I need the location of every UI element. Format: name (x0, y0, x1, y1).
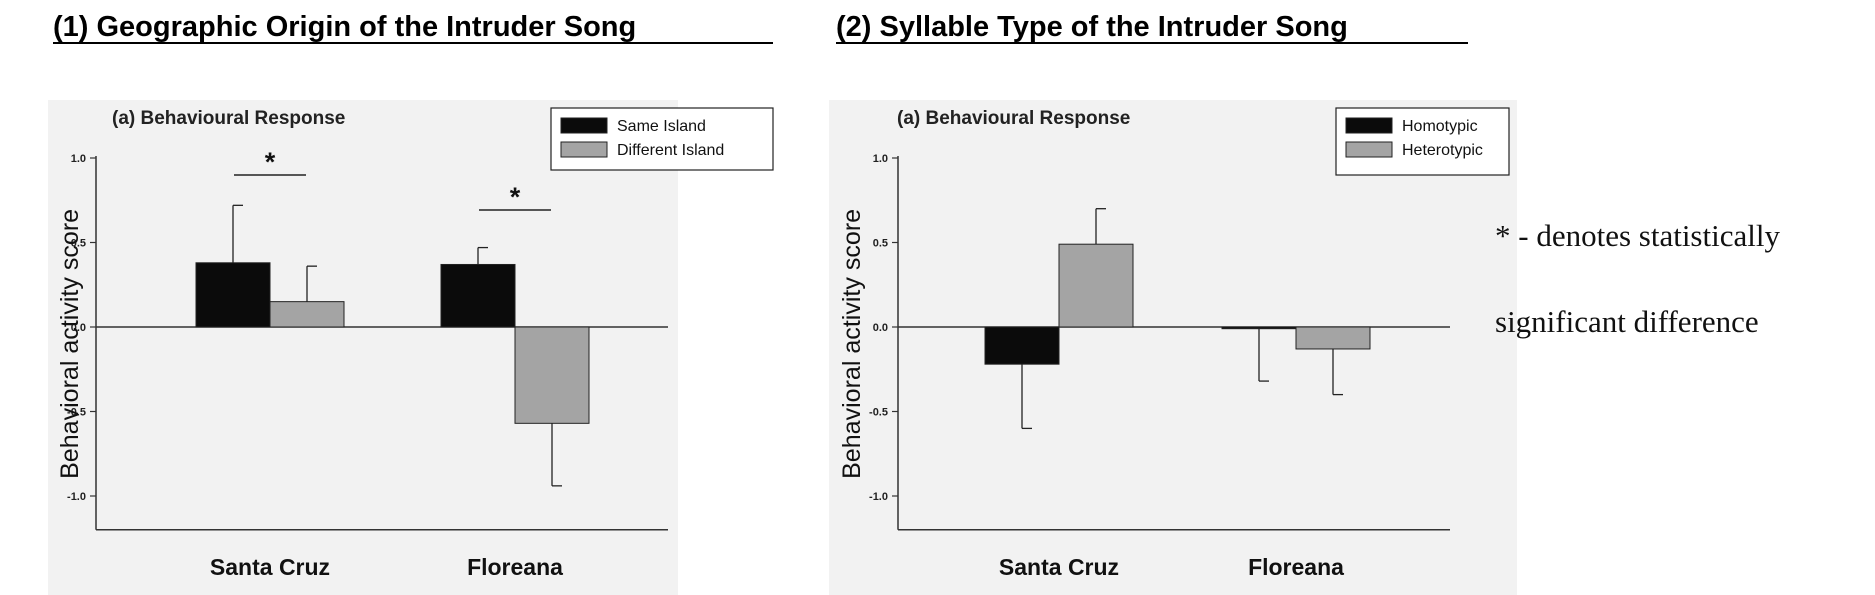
bar (1221, 326, 1297, 330)
legend-swatch (560, 117, 608, 134)
bar (514, 326, 590, 424)
legend-swatch (1345, 117, 1393, 134)
bar (195, 262, 271, 328)
panel-background (829, 100, 1517, 595)
y-tick-label: 1.0 (71, 153, 86, 165)
category-label: Floreana (1248, 554, 1344, 580)
legend-swatch (560, 141, 608, 158)
legend-label: Different Island (617, 142, 724, 159)
y-tick-label: -0.5 (869, 407, 888, 419)
panel-title: (a) Behavioural Response (112, 108, 345, 129)
y-tick-label: -1.0 (67, 491, 86, 503)
legend-swatch (1345, 141, 1393, 158)
y-tick-label: 0.5 (873, 238, 888, 250)
y-tick-label: 1.0 (873, 153, 888, 165)
y-tick-label: -0.5 (67, 407, 86, 419)
significance-note-line1: * - denotes statistically (1495, 218, 1780, 253)
category-label: Santa Cruz (999, 554, 1119, 580)
bar (440, 263, 516, 328)
panel-title: (a) Behavioural Response (897, 108, 1130, 129)
y-axis-label: Behavioral activity score (56, 209, 84, 479)
legend-label: Heterotypic (1402, 142, 1483, 159)
significance-note-line2: significant difference (1495, 304, 1759, 339)
legend-label: Homotypic (1402, 118, 1478, 135)
y-tick-label: 0.0 (873, 322, 888, 334)
bar (1295, 326, 1371, 350)
category-label: Santa Cruz (210, 554, 330, 580)
y-tick-label: 0.5 (71, 238, 86, 250)
y-tick-label: 0.0 (71, 322, 86, 334)
category-label: Floreana (467, 554, 563, 580)
heading-syllable-type: (2) Syllable Type of the Intruder Song (836, 11, 1348, 43)
chart-panel-geographic-origin: (a) Behavioural Response 1.0 0.5 0.0 -0.5 -1.… (48, 100, 774, 595)
bar (984, 326, 1060, 365)
significance-star: * (265, 147, 276, 177)
bar (269, 301, 345, 328)
chart-panel-syllable-type: (a) Behavioural Response 1.0 0.5 0.0 -0.5 -1.… (829, 100, 1517, 595)
y-axis-label: Behavioral activity score (838, 209, 866, 479)
bar (1058, 243, 1134, 328)
heading-geographic-origin: (1) Geographic Origin of the Intruder So… (53, 11, 636, 43)
legend-label: Same Island (617, 118, 706, 135)
y-tick-label: -1.0 (869, 491, 888, 503)
significance-star: * (510, 182, 521, 212)
